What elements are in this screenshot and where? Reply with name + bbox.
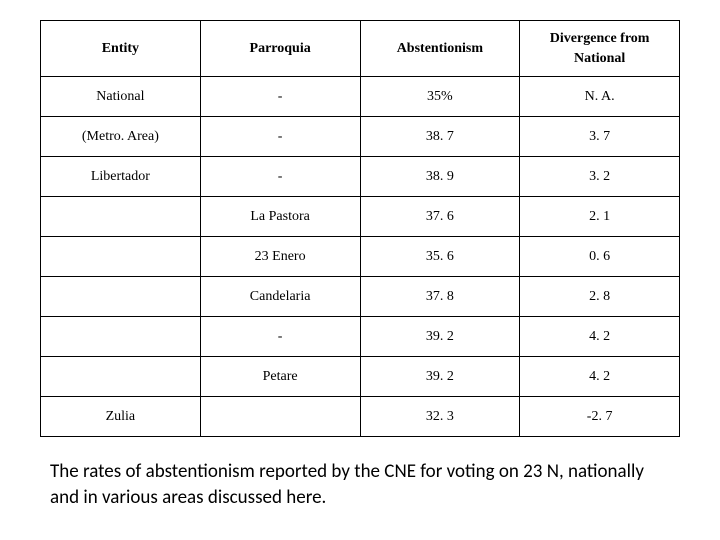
cell-abstentionism: 37. 6 xyxy=(360,197,520,237)
table-header-row: Entity Parroquia Abstentionism Divergenc… xyxy=(41,21,680,77)
cell-parroquia: - xyxy=(200,157,360,197)
table-row: Petare 39. 2 4. 2 xyxy=(41,357,680,397)
cell-abstentionism: 38. 7 xyxy=(360,117,520,157)
cell-parroquia: Candelaria xyxy=(200,277,360,317)
cell-divergence: 2. 8 xyxy=(520,277,680,317)
col-parroquia: Parroquia xyxy=(200,21,360,77)
cell-divergence: 2. 1 xyxy=(520,197,680,237)
table-row: Zulia 32. 3 -2. 7 xyxy=(41,397,680,437)
cell-divergence: 3. 7 xyxy=(520,117,680,157)
cell-entity: Zulia xyxy=(41,397,201,437)
abstentionism-table: Entity Parroquia Abstentionism Divergenc… xyxy=(40,20,680,437)
table-row: National - 35% N. A. xyxy=(41,77,680,117)
cell-entity xyxy=(41,197,201,237)
cell-divergence: -2. 7 xyxy=(520,397,680,437)
cell-entity: Libertador xyxy=(41,157,201,197)
table-body: National - 35% N. A. (Metro. Area) - 38.… xyxy=(41,77,680,437)
table-row: Libertador - 38. 9 3. 2 xyxy=(41,157,680,197)
cell-entity: National xyxy=(41,77,201,117)
cell-divergence: 0. 6 xyxy=(520,237,680,277)
table-row: Candelaria 37. 8 2. 8 xyxy=(41,277,680,317)
cell-divergence: N. A. xyxy=(520,77,680,117)
table-row: 23 Enero 35. 6 0. 6 xyxy=(41,237,680,277)
cell-abstentionism: 37. 8 xyxy=(360,277,520,317)
cell-abstentionism: 39. 2 xyxy=(360,357,520,397)
cell-divergence: 4. 2 xyxy=(520,357,680,397)
cell-abstentionism: 39. 2 xyxy=(360,317,520,357)
cell-abstentionism: 38. 9 xyxy=(360,157,520,197)
cell-entity xyxy=(41,317,201,357)
cell-entity xyxy=(41,237,201,277)
col-entity: Entity xyxy=(41,21,201,77)
table-row: - 39. 2 4. 2 xyxy=(41,317,680,357)
cell-parroquia: Petare xyxy=(200,357,360,397)
cell-entity xyxy=(41,357,201,397)
caption-text: The rates of abstentionism reported by t… xyxy=(40,459,680,510)
table-row: (Metro. Area) - 38. 7 3. 7 xyxy=(41,117,680,157)
cell-abstentionism: 35. 6 xyxy=(360,237,520,277)
cell-parroquia: - xyxy=(200,77,360,117)
col-divergence-line1: Divergence from xyxy=(550,31,650,46)
col-divergence-line2: National xyxy=(574,51,625,66)
col-divergence: Divergence from National xyxy=(520,21,680,77)
cell-parroquia: 23 Enero xyxy=(200,237,360,277)
cell-parroquia xyxy=(200,397,360,437)
cell-parroquia: - xyxy=(200,317,360,357)
table-row: La Pastora 37. 6 2. 1 xyxy=(41,197,680,237)
cell-parroquia: - xyxy=(200,117,360,157)
cell-divergence: 3. 2 xyxy=(520,157,680,197)
cell-divergence: 4. 2 xyxy=(520,317,680,357)
cell-abstentionism: 32. 3 xyxy=(360,397,520,437)
cell-entity: (Metro. Area) xyxy=(41,117,201,157)
cell-entity xyxy=(41,277,201,317)
cell-abstentionism: 35% xyxy=(360,77,520,117)
col-abstentionism: Abstentionism xyxy=(360,21,520,77)
cell-parroquia: La Pastora xyxy=(200,197,360,237)
